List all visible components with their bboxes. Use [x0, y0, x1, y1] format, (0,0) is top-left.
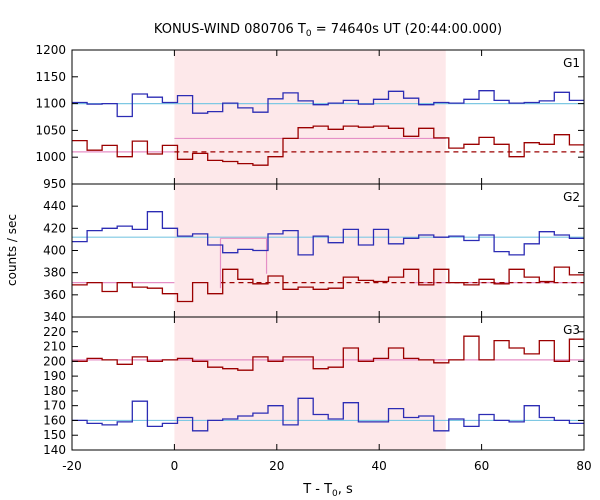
- x-tick-label: 0: [171, 459, 179, 473]
- y-tick-label: 420: [43, 221, 66, 235]
- plot-area: 95010001050110011501200G1340360380400420…: [35, 43, 591, 473]
- y-tick-label: 170: [43, 399, 66, 413]
- y-tick-label: 140: [43, 443, 66, 457]
- series-blue-g3: [72, 397, 584, 432]
- panel-label-g3: G3: [563, 323, 580, 337]
- series-blue-g2: [72, 211, 584, 256]
- chart-title: KONUS-WIND 080706 T0 = 74640s UT (20:44:…: [154, 22, 502, 39]
- x-tick-label: -20: [62, 459, 82, 473]
- panel-label-g2: G2: [563, 190, 580, 204]
- highlight-interval: [174, 50, 446, 450]
- x-axis-label-rest: , s: [338, 482, 353, 497]
- panel-g1: 950 1000 1050 1100 1150 1200 G1: [35, 43, 585, 191]
- x-tick-label: 20: [269, 459, 284, 473]
- series-red-g2: [72, 266, 584, 303]
- y-tick-label: 200: [43, 354, 66, 368]
- chart-title-subscript: 0: [306, 29, 312, 39]
- y-tick-label: 1000: [35, 150, 66, 164]
- chart-title-main: KONUS-WIND 080706 T: [154, 22, 306, 37]
- y-tick-label: 440: [43, 199, 66, 213]
- y-tick-label: 150: [43, 428, 66, 442]
- chart-title-rest: = 74640s UT (20:44:00.000): [312, 22, 502, 37]
- x-tick-label: 60: [474, 459, 489, 473]
- y-tick-label: 160: [43, 413, 66, 427]
- x-tick-label: 40: [372, 459, 387, 473]
- panel-frame-g3: [71, 316, 585, 451]
- x-tick-label: 80: [576, 459, 591, 473]
- y-tick-label: 340: [43, 310, 66, 324]
- y-tick-label: 380: [43, 266, 66, 280]
- panel-label-g1: G1: [563, 56, 580, 70]
- y-tick-label: 1150: [35, 70, 66, 84]
- series-red-g3: [72, 335, 584, 371]
- x-axis-label: T - T0, s: [302, 482, 353, 499]
- series-red-g1: [72, 125, 584, 166]
- y-tick-label: 950: [43, 177, 66, 191]
- y-tick-label: 400: [43, 244, 66, 258]
- y-tick-label: 210: [43, 340, 66, 354]
- y-tick-label: 220: [43, 325, 66, 339]
- y-tick-label: 1050: [35, 123, 66, 137]
- y-tick-label: 1100: [35, 97, 66, 111]
- x-axis-label-main: T - T: [302, 482, 332, 497]
- series-blue-g1: [72, 90, 584, 118]
- y-tick-label: 1200: [35, 43, 66, 57]
- y-tick-label: 190: [43, 369, 66, 383]
- x-axis-label-subscript: 0: [332, 489, 338, 499]
- y-axis-label: counts / sec: [5, 214, 19, 286]
- y-tick-label: 180: [43, 384, 66, 398]
- y-tick-label: 360: [43, 288, 66, 302]
